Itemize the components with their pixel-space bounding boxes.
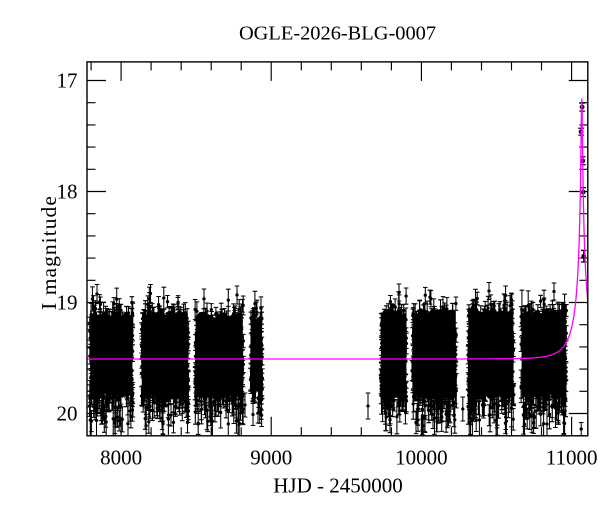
svg-text:OGLE-2026-BLG-0007: OGLE-2026-BLG-0007 — [239, 23, 436, 45]
svg-text:8000: 8000 — [100, 446, 142, 470]
svg-text:18: 18 — [57, 180, 78, 204]
svg-text:10000: 10000 — [395, 446, 448, 470]
svg-text:9000: 9000 — [250, 446, 292, 470]
svg-text:I magnitude: I magnitude — [37, 195, 61, 310]
svg-text:20: 20 — [57, 402, 78, 426]
svg-text:HJD - 2450000: HJD - 2450000 — [273, 474, 403, 498]
svg-text:19: 19 — [57, 291, 78, 315]
svg-text:11000: 11000 — [546, 446, 598, 470]
svg-text:17: 17 — [57, 69, 78, 93]
